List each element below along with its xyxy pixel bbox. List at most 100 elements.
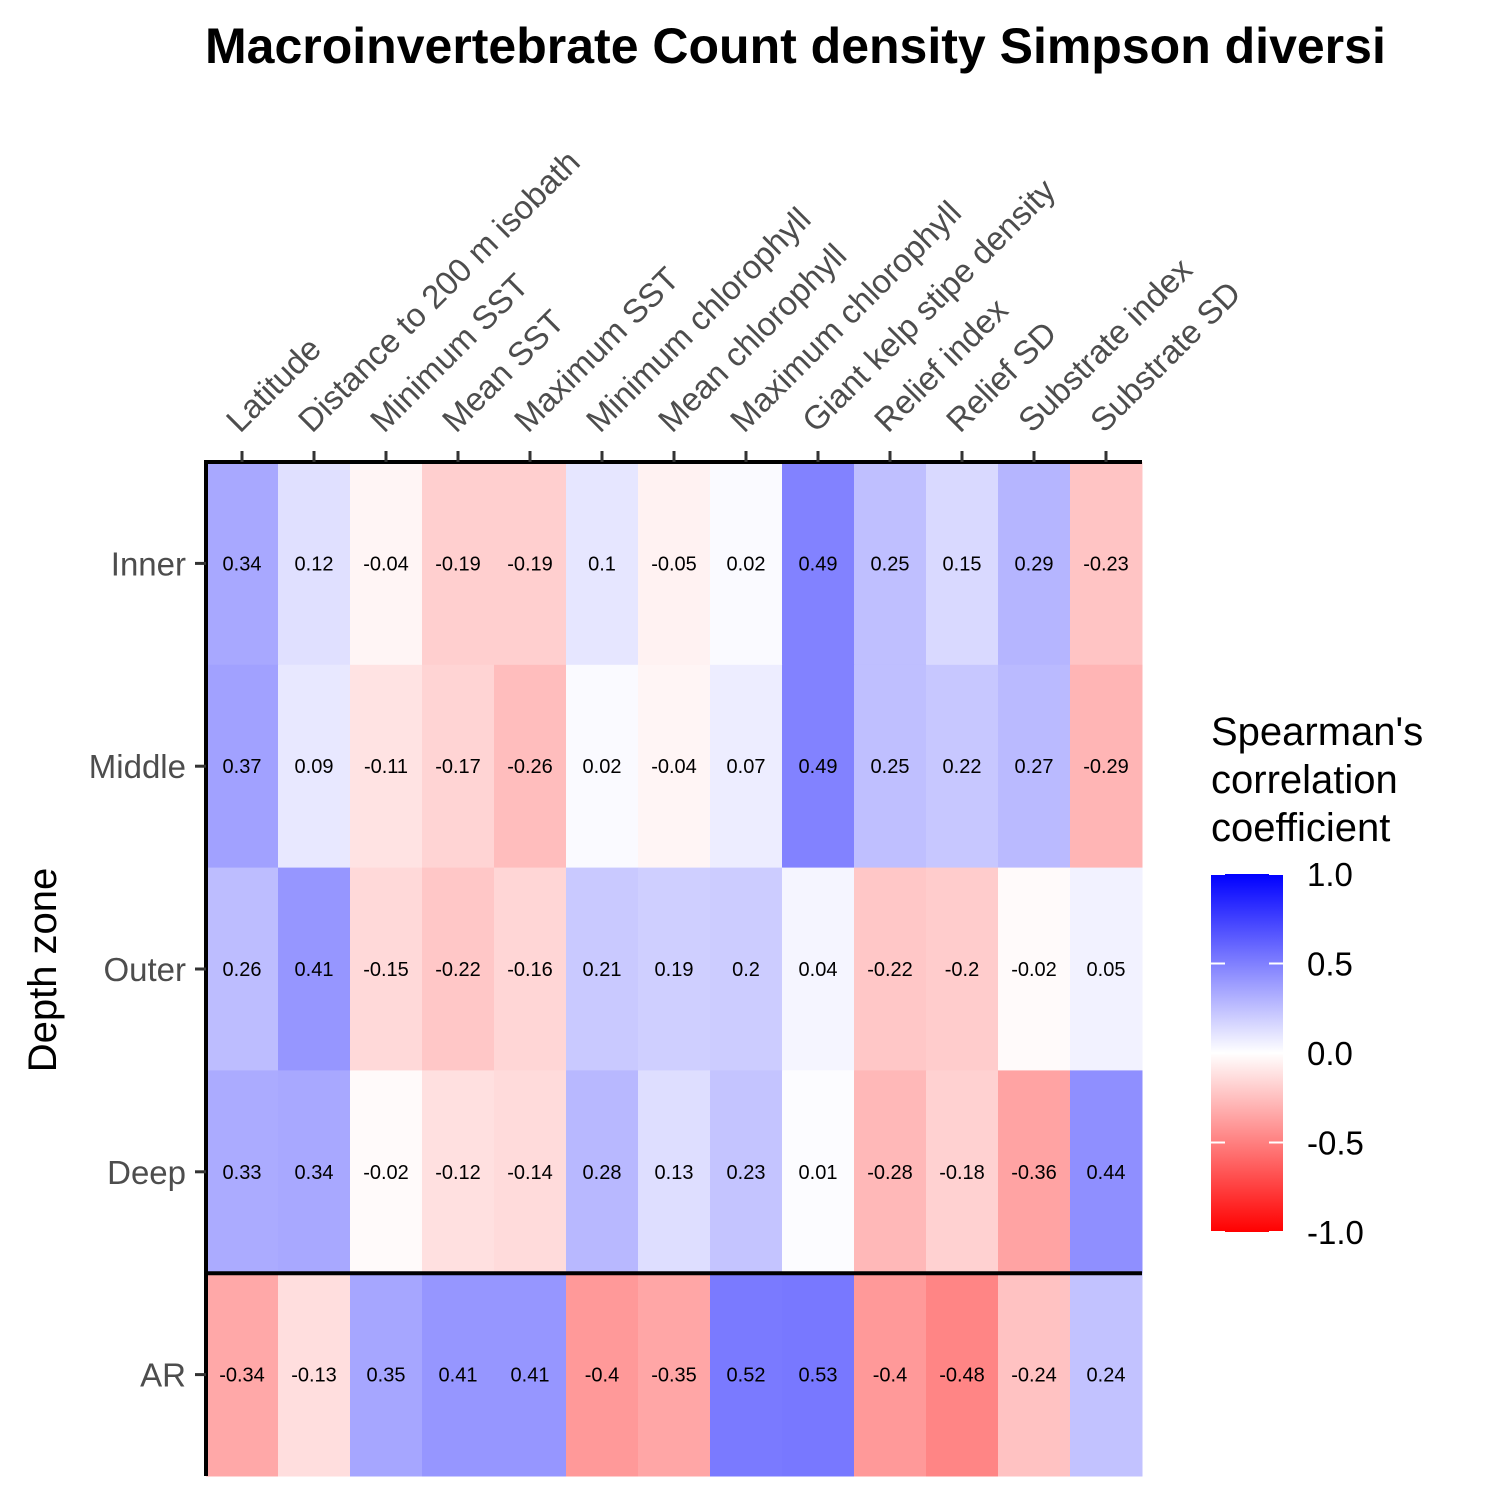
heatmap-cell bbox=[710, 1070, 783, 1274]
heatmap-cell bbox=[998, 1273, 1071, 1477]
heatmap-cell bbox=[710, 867, 783, 1071]
heatmap-cell bbox=[854, 867, 927, 1071]
heatmap-cell bbox=[350, 1273, 423, 1477]
cell-value-label: 0.26 bbox=[223, 959, 262, 981]
cell-value-label: -0.26 bbox=[507, 756, 553, 778]
cell-value-label: -0.05 bbox=[651, 553, 697, 575]
cell-value-label: -0.4 bbox=[873, 1365, 907, 1387]
y-tick-label: Inner bbox=[111, 545, 186, 582]
cell-value-label: 0.52 bbox=[727, 1365, 766, 1387]
cell-value-label: 0.1 bbox=[588, 553, 616, 575]
heatmap-cell bbox=[782, 1070, 855, 1274]
y-axis-label: Depth zone bbox=[21, 868, 65, 1073]
heatmap-cell bbox=[638, 664, 711, 869]
heatmap-cell bbox=[206, 1070, 279, 1274]
cell-value-label: -0.02 bbox=[363, 1162, 409, 1184]
heatmap-cell bbox=[278, 664, 351, 869]
cell-value-label: 0.41 bbox=[511, 1365, 550, 1387]
heatmap-cell bbox=[350, 1070, 423, 1274]
cell-value-labels: 0.34 0.12 -0.04 -0.19 -0.19 0.1 -0.05 0.02 0.49 0… bbox=[219, 553, 1129, 1386]
legend-title-line: correlation bbox=[1211, 758, 1398, 802]
heatmap-cell bbox=[926, 664, 999, 869]
heatmap-cell bbox=[566, 664, 639, 869]
legend-tick-label: 0.0 bbox=[1307, 1035, 1353, 1072]
cell-value-label: 0.13 bbox=[655, 1162, 694, 1184]
heatmap-cell bbox=[854, 462, 927, 666]
cell-value-label: 0.27 bbox=[1015, 756, 1054, 778]
cell-value-label: 0.21 bbox=[583, 959, 622, 981]
cell-value-label: -0.36 bbox=[1011, 1162, 1057, 1184]
heatmap-cell bbox=[782, 664, 855, 869]
heatmap-cell bbox=[998, 462, 1071, 666]
cell-value-label: 0.53 bbox=[799, 1365, 838, 1387]
heatmap-cell bbox=[1070, 664, 1143, 869]
cell-value-label: -0.2 bbox=[945, 959, 979, 981]
cell-value-label: 0.04 bbox=[799, 959, 838, 981]
heatmap-cell bbox=[206, 462, 279, 666]
heatmap-cell bbox=[278, 867, 351, 1071]
cell-value-label: 0.07 bbox=[727, 756, 766, 778]
legend-title-line: coefficient bbox=[1211, 806, 1390, 850]
cell-value-label: -0.04 bbox=[651, 756, 697, 778]
cell-value-label: -0.29 bbox=[1083, 756, 1129, 778]
cell-value-label: -0.17 bbox=[435, 756, 481, 778]
cell-value-label: 0.33 bbox=[223, 1162, 262, 1184]
heatmap-cell bbox=[422, 867, 495, 1071]
heatmap-cell bbox=[422, 1273, 495, 1477]
heatmap-cell bbox=[710, 1273, 783, 1477]
cell-value-label: 0.35 bbox=[367, 1365, 406, 1387]
chart-title: Macroinvertebrate Count density Simpson … bbox=[205, 18, 1386, 74]
cell-value-label: 0.41 bbox=[295, 959, 334, 981]
heatmap-cell bbox=[350, 867, 423, 1071]
cell-value-label: -0.13 bbox=[291, 1365, 337, 1387]
cell-value-label: 0.41 bbox=[439, 1365, 478, 1387]
cell-value-label: -0.28 bbox=[867, 1162, 913, 1184]
cell-value-label: -0.35 bbox=[651, 1365, 697, 1387]
heatmap-cell bbox=[926, 1273, 999, 1477]
cell-value-label: 0.02 bbox=[583, 756, 622, 778]
cell-value-label: 0.23 bbox=[727, 1162, 766, 1184]
heatmap-cell bbox=[782, 462, 855, 666]
cell-value-label: -0.19 bbox=[507, 553, 553, 575]
heatmap-cells bbox=[206, 462, 1143, 1477]
heatmap-cell bbox=[494, 1070, 567, 1274]
cell-value-label: 0.44 bbox=[1087, 1162, 1126, 1184]
heatmap-cell bbox=[926, 867, 999, 1071]
heatmap-cell bbox=[566, 462, 639, 666]
heatmap-cell bbox=[350, 664, 423, 869]
y-axis-ticks: Inner Middle Outer Deep AR bbox=[89, 545, 206, 1394]
cell-value-label: -0.34 bbox=[219, 1365, 265, 1387]
cell-value-label: -0.23 bbox=[1083, 553, 1129, 575]
cell-value-label: 0.09 bbox=[295, 756, 334, 778]
cell-value-label: -0.24 bbox=[1011, 1365, 1057, 1387]
cell-value-label: 0.25 bbox=[871, 756, 910, 778]
heatmap-cell bbox=[350, 462, 423, 666]
heatmap-cell bbox=[710, 664, 783, 869]
y-tick-label: Deep bbox=[107, 1154, 186, 1191]
heatmap-cell bbox=[854, 664, 927, 869]
cell-value-label: -0.15 bbox=[363, 959, 409, 981]
legend-title-line: Spearman's bbox=[1211, 710, 1423, 754]
heatmap-cell bbox=[854, 1273, 927, 1477]
cell-value-label: 0.12 bbox=[295, 553, 334, 575]
cell-value-label: 0.01 bbox=[799, 1162, 838, 1184]
legend-tick-label: -0.5 bbox=[1307, 1125, 1364, 1162]
heatmap-cell bbox=[710, 462, 783, 666]
legend-tick-label: 0.5 bbox=[1307, 946, 1353, 983]
cell-value-label: 0.05 bbox=[1087, 959, 1126, 981]
heatmap-cell bbox=[566, 1070, 639, 1274]
cell-value-label: -0.04 bbox=[363, 553, 409, 575]
heatmap-cell bbox=[998, 1070, 1071, 1274]
heatmap-cell bbox=[494, 1273, 567, 1477]
heatmap-cell bbox=[926, 462, 999, 666]
heatmap-cell bbox=[854, 1070, 927, 1274]
heatmap-cell bbox=[206, 1273, 279, 1477]
heatmap-cell bbox=[1070, 462, 1143, 666]
heatmap-cell bbox=[206, 867, 279, 1071]
y-tick-label: Middle bbox=[89, 748, 186, 785]
cell-value-label: 0.24 bbox=[1087, 1365, 1126, 1387]
cell-value-label: -0.16 bbox=[507, 959, 553, 981]
cell-value-label: 0.25 bbox=[871, 553, 910, 575]
